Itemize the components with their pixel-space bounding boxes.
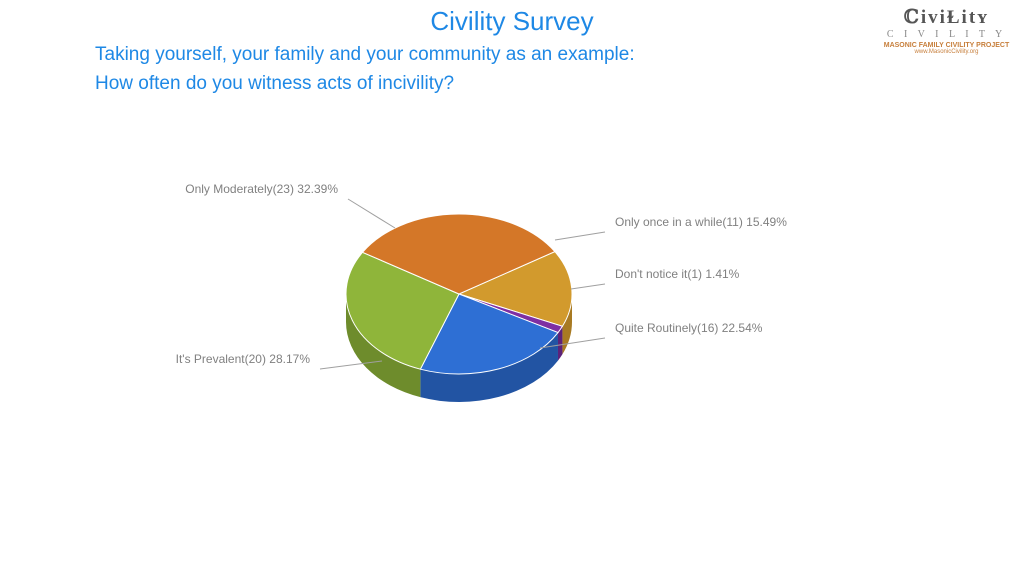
slice-label: Don't notice it(1) 1.41% xyxy=(615,267,740,281)
logo-word: C I V I L I T Y xyxy=(879,29,1014,40)
leader-line xyxy=(348,199,395,228)
logo-url: www.MasonicCivility.org xyxy=(879,49,1014,55)
civility-logo: ℂiviⱢitʏ C I V I L I T Y MASONIC FAMILY … xyxy=(879,6,1014,55)
pie-svg: Only once in a while(11) 15.49% Don't not… xyxy=(0,150,1024,550)
slice-label: Quite Routinely(16) 22.54% xyxy=(615,321,763,335)
leader-line xyxy=(555,232,605,240)
slice-label: It's Prevalent(20) 28.17% xyxy=(176,352,311,366)
survey-question: Taking yourself, your family and your co… xyxy=(0,37,1024,98)
page-title: Civility Survey xyxy=(0,0,1024,37)
logo-stylized: ℂiviⱢitʏ xyxy=(879,6,1014,29)
slice-label: Only Moderately(23) 32.39% xyxy=(185,182,338,196)
question-text: How often do you witness acts of incivil… xyxy=(95,70,1024,99)
slice-label: Only once in a while(11) 15.49% xyxy=(615,215,787,229)
pie-chart: Only once in a while(11) 15.49% Don't not… xyxy=(0,150,1024,550)
leader-line xyxy=(571,284,605,289)
logo-project: MASONIC FAMILY CIVILITY PROJECT xyxy=(879,42,1014,49)
